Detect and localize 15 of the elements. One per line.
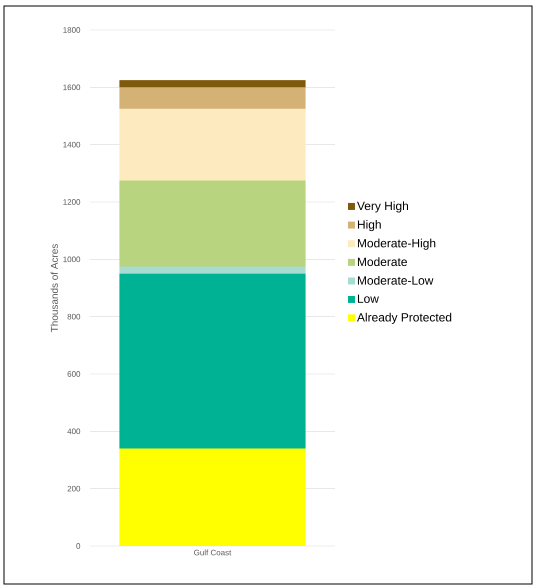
y-axis-title: Thousands of Acres: [50, 244, 58, 332]
legend-label: Low: [358, 294, 379, 303]
bar: [119, 274, 306, 449]
legend-label: High: [358, 220, 381, 232]
legend-label: Moderate: [358, 257, 407, 266]
bar: [119, 266, 306, 274]
bar: [119, 80, 306, 88]
legend-label: Moderate-Low: [358, 276, 434, 285]
legend-label: Very High: [357, 201, 408, 213]
bar: [119, 180, 306, 266]
bar: [119, 87, 306, 109]
legend-label: Moderate-High: [358, 238, 436, 250]
bar: [119, 448, 306, 546]
bar: [119, 108, 306, 180]
legend-label: Already Protected: [356, 312, 452, 324]
